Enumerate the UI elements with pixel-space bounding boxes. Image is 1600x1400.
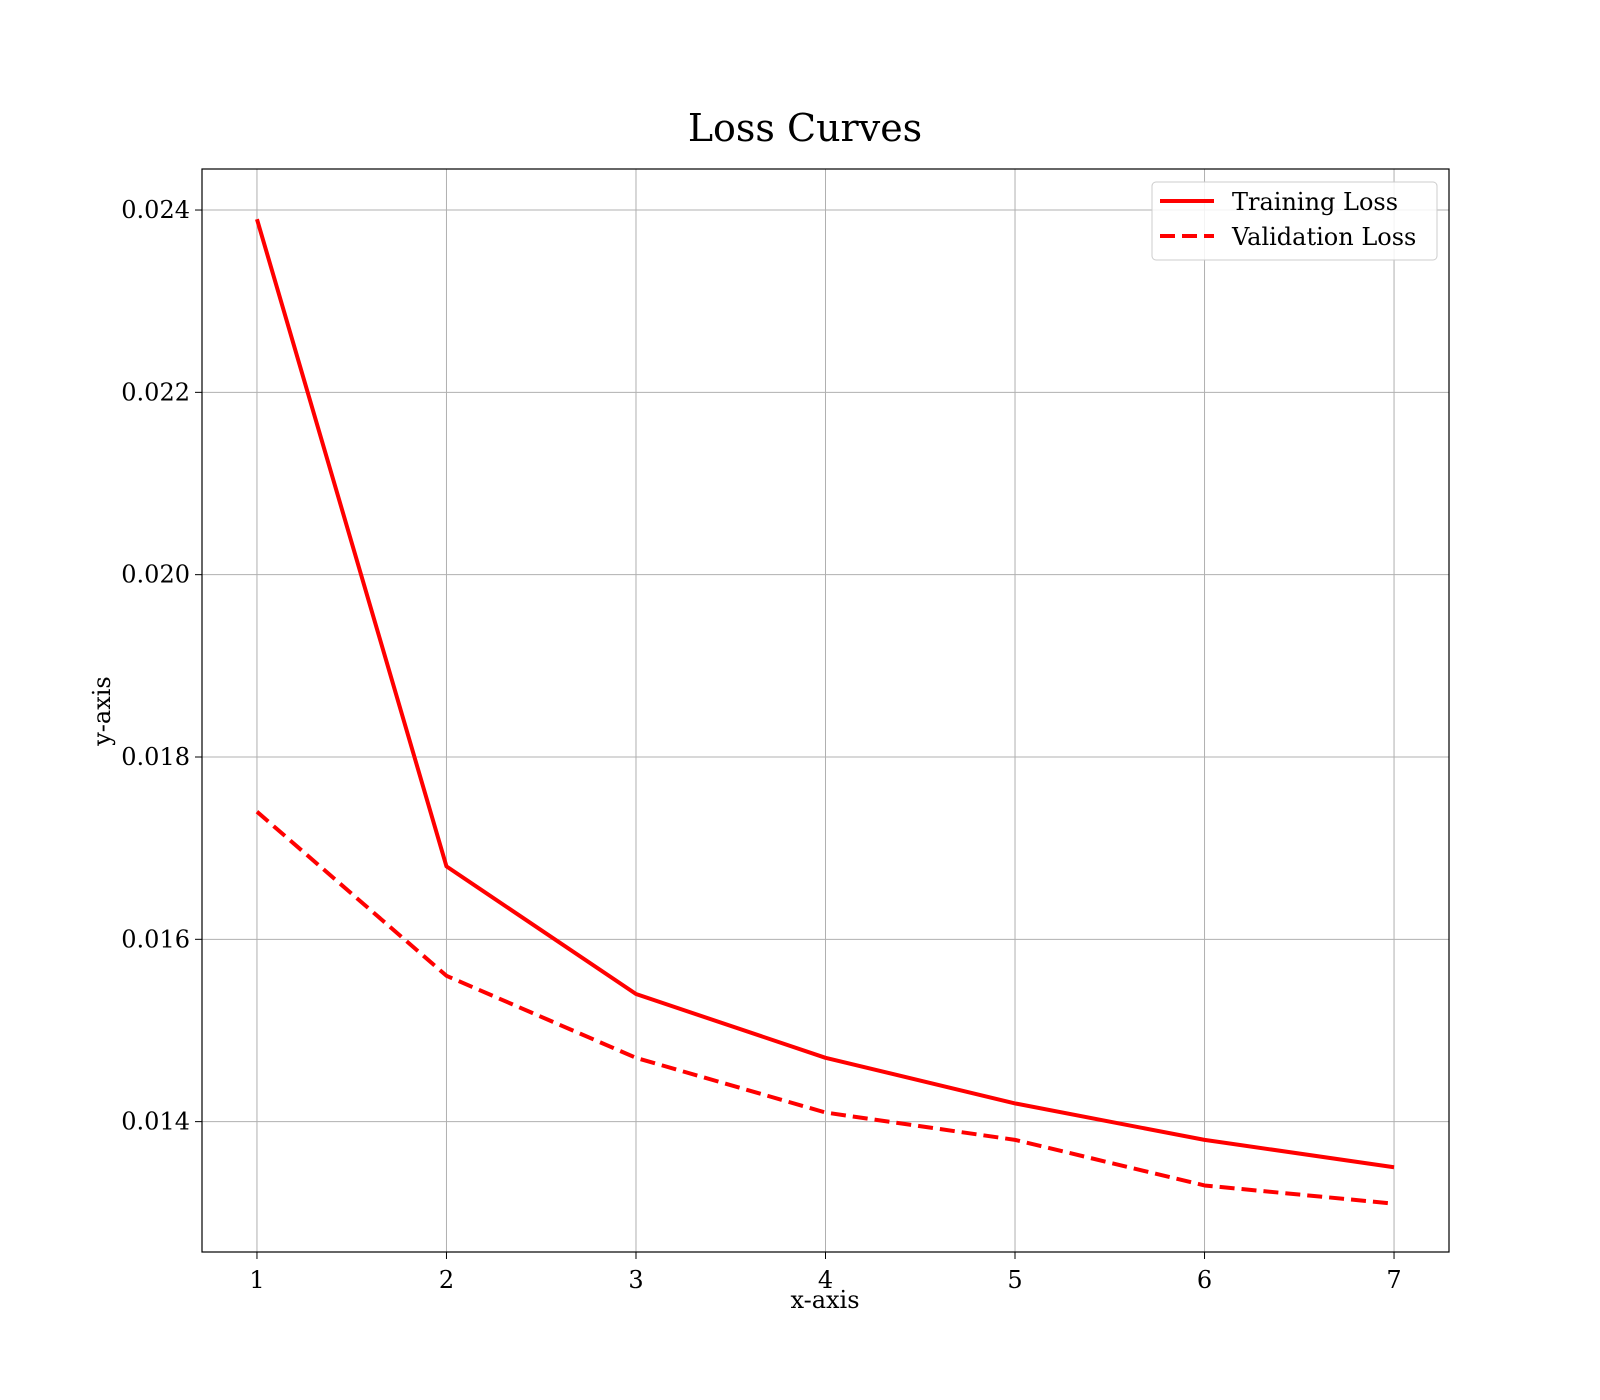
chart-title: Loss Curves: [688, 106, 922, 150]
y-tick-label: 0.022: [121, 378, 190, 406]
x-axis-label: x-axis: [790, 1286, 859, 1314]
y-tick-label: 0.016: [121, 925, 190, 953]
legend-box: [1151, 181, 1438, 261]
y-tick-label: 0.018: [121, 743, 190, 771]
legend-label-training-loss: Training Loss: [1232, 188, 1398, 216]
series-line-training-loss: [255, 218, 1395, 1170]
y-axis-label: y-axis: [88, 676, 116, 747]
x-tick-label: 4: [818, 1266, 833, 1294]
x-tick-label: 3: [628, 1266, 643, 1294]
y-tick-label: 0.024: [121, 196, 190, 224]
x-tick-label: 1: [249, 1266, 264, 1294]
x-tick-label: 7: [1386, 1266, 1401, 1294]
y-tick-label: 0.020: [121, 561, 190, 589]
x-tick-label: 2: [439, 1266, 454, 1294]
axis-ticks: 1 2 3 4 5 6 7 0.014 0.016 0.018 0.020 0.022 0.024: [121, 196, 1401, 1294]
legend-label-validation-loss: Validation Loss: [1231, 223, 1416, 251]
x-tick-label: 5: [1007, 1266, 1022, 1294]
series-lines: [255, 218, 1395, 1206]
y-tick-label: 0.014: [121, 1108, 190, 1136]
legend: Training Loss Validation Loss: [1151, 181, 1438, 261]
x-tick-label: 6: [1197, 1266, 1212, 1294]
grid: [202, 169, 1449, 1252]
series-line-validation-loss: [255, 810, 1395, 1206]
